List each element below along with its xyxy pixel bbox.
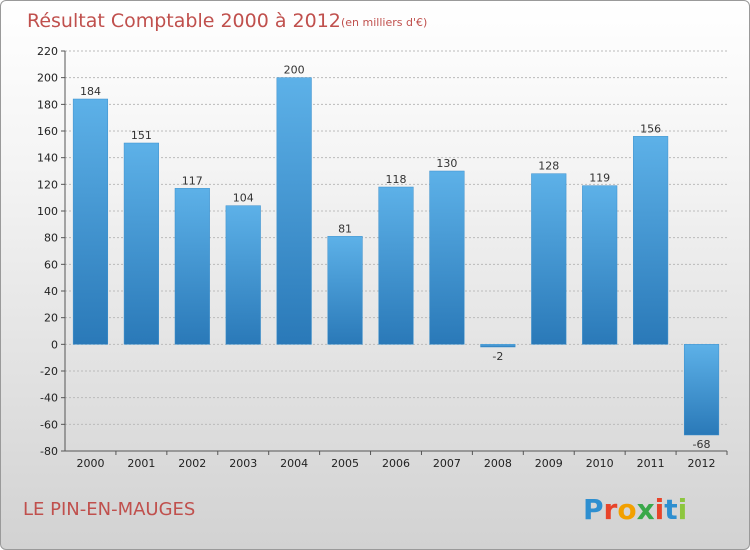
y-tick-label: 40 <box>44 285 58 298</box>
y-tick-label: -80 <box>40 445 58 458</box>
y-tick-label: 80 <box>44 232 58 245</box>
data-label-2006: 118 <box>386 173 407 186</box>
logo-letter: i <box>655 493 665 526</box>
data-label-2003: 104 <box>233 192 254 205</box>
y-tick-label: 0 <box>51 338 58 351</box>
y-tick-label: -60 <box>40 418 58 431</box>
bar-2003 <box>225 205 261 345</box>
x-tick-label-2000: 2000 <box>76 457 104 470</box>
logo-letter: x <box>637 493 655 526</box>
bar-2007 <box>429 170 465 345</box>
data-label-2012: -68 <box>693 438 711 451</box>
bar-2011 <box>633 136 669 345</box>
bar-2005 <box>327 236 363 345</box>
y-tick-label: 20 <box>44 312 58 325</box>
y-tick-label: 200 <box>37 72 58 85</box>
y-tick-label: 120 <box>37 178 58 191</box>
bar-2009 <box>531 173 567 345</box>
y-tick-label: 220 <box>37 45 58 58</box>
x-tick-label-2007: 2007 <box>433 457 461 470</box>
bar-2008 <box>480 344 516 348</box>
y-tick-label: -40 <box>40 392 58 405</box>
logo-letter: t <box>664 493 677 526</box>
commune-name: LE PIN-EN-MAUGES <box>23 499 195 520</box>
data-label-2007: 130 <box>436 157 457 170</box>
bars-layer: 184 151 117 104 200 81 118 130 -2 128 119 156 -68 <box>72 64 720 451</box>
data-label-2004: 200 <box>284 64 305 77</box>
bar-2010 <box>582 185 618 345</box>
x-tick-label-2003: 2003 <box>229 457 257 470</box>
logo-letter: o <box>617 493 636 526</box>
chart-subtitle: (en milliers d'€) <box>341 16 427 29</box>
axis-layer: -80-60-40-200204060801001201401601802002… <box>37 45 728 470</box>
data-label-2000: 184 <box>80 85 101 98</box>
bar-2006 <box>378 186 414 345</box>
x-tick-label-2002: 2002 <box>178 457 206 470</box>
bar-2004 <box>276 77 312 345</box>
y-tick-label: 140 <box>37 152 58 165</box>
bar-2000 <box>72 98 109 345</box>
x-tick-label-2004: 2004 <box>280 457 308 470</box>
x-tick-label-2012: 2012 <box>688 457 716 470</box>
x-tick-label-2010: 2010 <box>586 457 614 470</box>
data-label-2005: 81 <box>338 222 352 235</box>
bar-2001 <box>123 142 159 345</box>
x-tick-label-2001: 2001 <box>127 457 155 470</box>
x-tick-label-2008: 2008 <box>484 457 512 470</box>
x-tick-label-2011: 2011 <box>637 457 665 470</box>
y-tick-label: 160 <box>37 125 58 138</box>
logo-letter: r <box>604 493 618 526</box>
logo-letter: i <box>678 493 688 526</box>
proxiti-logo: Proxiti <box>583 493 687 526</box>
data-label-2001: 151 <box>131 129 152 142</box>
x-tick-label-2006: 2006 <box>382 457 410 470</box>
data-label-2009: 128 <box>538 160 559 173</box>
x-tick-label-2009: 2009 <box>535 457 563 470</box>
chart-title: Résultat Comptable 2000 à 2012 <box>27 10 341 32</box>
y-tick-label: 60 <box>44 258 58 271</box>
data-label-2002: 117 <box>182 174 203 187</box>
y-tick-label: -20 <box>40 365 58 378</box>
data-label-2008: -2 <box>492 350 503 363</box>
logo-letter: P <box>583 493 604 526</box>
data-label-2011: 156 <box>640 122 661 135</box>
bar-2002 <box>174 188 210 345</box>
y-tick-label: 180 <box>37 98 58 111</box>
y-tick-label: 100 <box>37 205 58 218</box>
data-label-2010: 119 <box>589 172 610 185</box>
bar-2012 <box>683 344 720 436</box>
x-tick-label-2005: 2005 <box>331 457 359 470</box>
